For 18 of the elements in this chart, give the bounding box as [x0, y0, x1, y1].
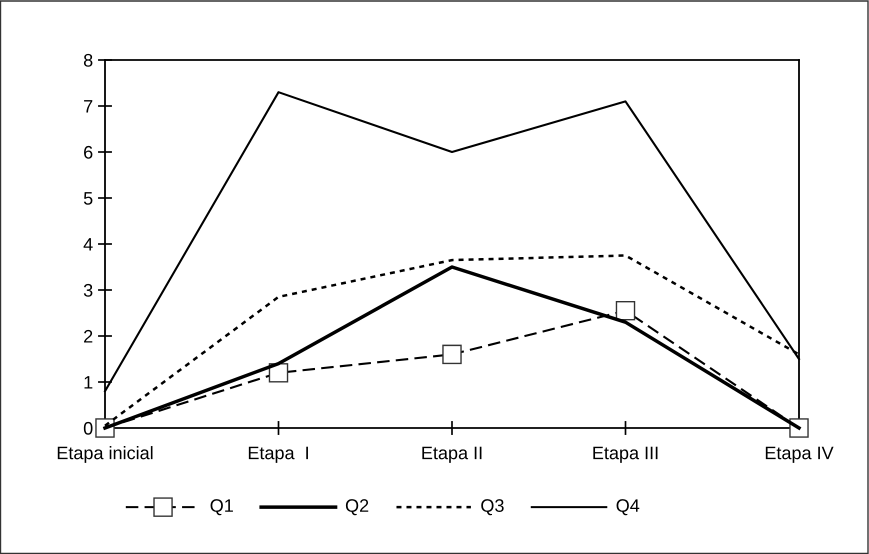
- y-tick-label: 7: [84, 100, 92, 113]
- y-tick-label: 0: [84, 422, 92, 435]
- x-tick-label: Etapa III: [593, 446, 658, 463]
- x-tick-label: Etapa IV: [766, 446, 834, 463]
- y-tick-label: 6: [84, 146, 92, 159]
- legend-label: Q2: [346, 499, 368, 516]
- legend-label: Q3: [481, 499, 504, 516]
- y-tick-label: 2: [84, 330, 92, 343]
- legend-label: Q1: [210, 499, 233, 516]
- x-tick-label: Etapa inicial: [58, 446, 152, 463]
- y-tick-label: 3: [84, 284, 92, 297]
- y-tick-label: 8: [84, 54, 92, 67]
- x-tick-label: Etapa I: [248, 446, 308, 463]
- y-tick-label: 4: [84, 238, 93, 251]
- x-tick-label: Etapa II: [422, 446, 482, 463]
- y-tick-label: 1: [84, 376, 92, 389]
- legend-label: Q4: [616, 499, 640, 516]
- y-tick-label: 5: [84, 192, 92, 205]
